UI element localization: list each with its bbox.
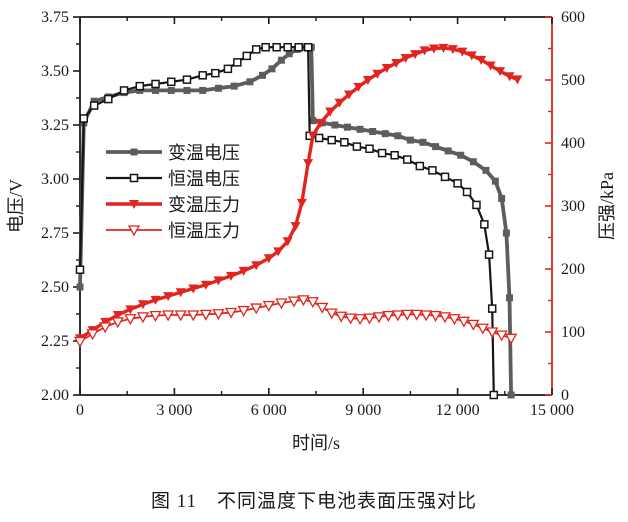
svg-text:12 000: 12 000 (436, 402, 480, 419)
svg-text:变温压力: 变温压力 (168, 195, 240, 215)
svg-text:9 000: 9 000 (345, 402, 381, 419)
svg-text:电压/V: 电压/V (6, 179, 26, 233)
svg-text:3.50: 3.50 (41, 63, 69, 80)
svg-text:变温电压: 变温电压 (168, 143, 240, 163)
series-constant-temp-pressure (73, 295, 518, 348)
svg-text:恒温电压: 恒温电压 (168, 169, 240, 189)
svg-text:600: 600 (561, 9, 585, 26)
series-variable-temp-pressure (75, 43, 523, 344)
series-constant-temp-voltage (75, 42, 499, 400)
legend-entry-variable-temp-voltage: 变温电压 (106, 143, 240, 163)
y-axis-voltage: 2.00 2.25 2.50 2.75 3.00 3.25 3.50 3.75 电压/V (6, 9, 80, 404)
legend-entry-constant-temp-voltage: 恒温电压 (106, 169, 240, 189)
svg-text:恒温压力: 恒温压力 (168, 221, 240, 241)
svg-text:0: 0 (561, 387, 569, 404)
svg-text:6 000: 6 000 (251, 402, 287, 419)
svg-text:2.50: 2.50 (41, 279, 69, 296)
svg-text:400: 400 (561, 135, 585, 152)
svg-text:3.25: 3.25 (41, 117, 69, 134)
svg-text:100: 100 (561, 324, 585, 341)
svg-text:0: 0 (76, 402, 84, 419)
svg-text:2.00: 2.00 (41, 387, 69, 404)
legend-entry-variable-temp-pressure: 变温压力 (106, 195, 240, 215)
svg-text:压强/kPa: 压强/kPa (597, 172, 617, 240)
svg-text:2.75: 2.75 (41, 225, 69, 242)
svg-text:15 000: 15 000 (530, 402, 574, 419)
svg-text:200: 200 (561, 261, 585, 278)
svg-text:3 000: 3 000 (156, 402, 192, 419)
legend-entry-constant-temp-pressure: 恒温压力 (106, 221, 240, 241)
axes (79, 16, 553, 396)
svg-text:3.00: 3.00 (41, 171, 69, 188)
svg-text:3.75: 3.75 (41, 9, 69, 26)
y-axis-pressure: 0 100 200 300 400 500 600 压强/kPa (545, 9, 617, 404)
svg-text:时间/s: 时间/s (292, 433, 340, 453)
chart-canvas: 0 3 000 6 000 9 000 12 000 15 000 时间/s 2.00 2.25… (6, 9, 617, 453)
x-axis: 0 3 000 6 000 9 000 12 000 15 000 时间/s (76, 17, 574, 453)
svg-text:300: 300 (561, 198, 585, 215)
figure-caption: 图 11 不同温度下电池表面压强对比 (150, 491, 478, 512)
svg-text:2.25: 2.25 (41, 333, 69, 350)
svg-text:500: 500 (561, 72, 585, 89)
